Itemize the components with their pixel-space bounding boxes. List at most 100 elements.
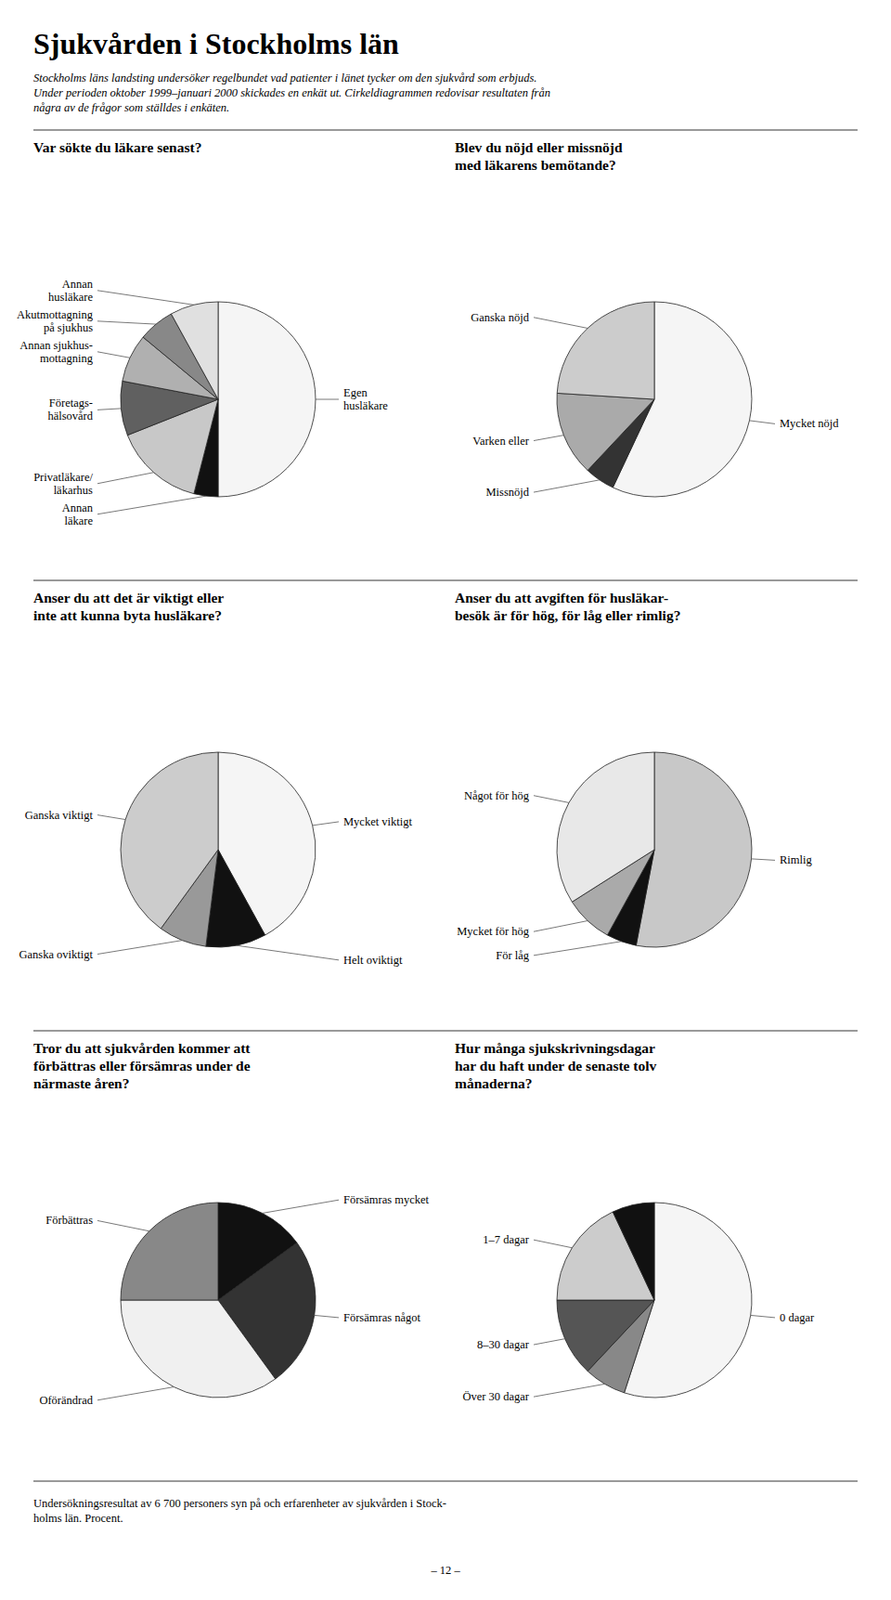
leader-line bbox=[533, 795, 569, 803]
page-title: Sjukvården i Stockholms län bbox=[33, 26, 400, 61]
separator bbox=[33, 580, 858, 582]
slice-label: Missnöjd bbox=[485, 485, 530, 499]
slice-label: Akutmottagningpå sjukhus bbox=[16, 308, 94, 335]
leader-line bbox=[97, 472, 155, 484]
slice-label: 1–7 dagar bbox=[482, 1232, 530, 1246]
leader-line bbox=[533, 1382, 606, 1396]
separator bbox=[33, 1030, 858, 1032]
leader-line bbox=[533, 1239, 572, 1248]
slice bbox=[556, 1299, 655, 1371]
separator bbox=[33, 129, 858, 131]
slice-labels: Egenhusläkare Annanläkare Privatläkare/läk… bbox=[16, 277, 388, 528]
leader-line bbox=[262, 1199, 339, 1213]
slice-label: Mycket viktigt bbox=[343, 814, 413, 828]
leader-line bbox=[533, 435, 564, 441]
slices bbox=[120, 751, 316, 947]
leader-line bbox=[533, 479, 600, 492]
slice-label: Ganska nöjd bbox=[470, 310, 530, 324]
leader-line bbox=[312, 821, 339, 826]
slice-label: Försämras mycket bbox=[343, 1192, 430, 1206]
slice-labels: Mycket nöjd Missnöjd Varken eller Ganska nö… bbox=[470, 310, 840, 499]
slice-labels: Försämras mycket Försämras något Oförändra… bbox=[38, 1192, 429, 1407]
leader-line bbox=[97, 495, 207, 515]
slice bbox=[120, 1299, 276, 1397]
slice-label: Över 30 dagar bbox=[463, 1389, 530, 1403]
slice bbox=[556, 751, 655, 902]
slice-label: Ganska oviktigt bbox=[18, 947, 93, 961]
slice bbox=[120, 751, 219, 929]
slice bbox=[612, 1201, 655, 1300]
page-number: – 12 – bbox=[429, 1562, 461, 1576]
pie-chart: Anser du att avgiften för husläkar-besök… bbox=[454, 589, 813, 962]
slice-label: Annan sjukhus-mottagning bbox=[19, 338, 94, 365]
leader-line bbox=[315, 399, 339, 401]
page: Sjukvården i Stockholms län Stockholms lä… bbox=[0, 0, 891, 1600]
slice-label: Annanläkare bbox=[62, 501, 94, 528]
separator bbox=[33, 1480, 858, 1482]
leader-line bbox=[97, 408, 121, 411]
slice-label: Försämras något bbox=[343, 1310, 421, 1324]
chart-title: Anser du att det är viktigt ellerinte at… bbox=[33, 589, 224, 623]
leader-line bbox=[236, 944, 339, 960]
leader-line bbox=[751, 858, 775, 861]
slice-label: Mycket nöjd bbox=[779, 416, 840, 430]
slices bbox=[556, 301, 752, 497]
leader-line bbox=[533, 1338, 566, 1344]
slice bbox=[170, 301, 219, 400]
chart-title: Anser du att avgiften för husläkar-besök… bbox=[454, 589, 681, 623]
slice-label: Ganska viktigt bbox=[25, 808, 94, 822]
slice-label: Förbättras bbox=[45, 1213, 93, 1227]
slice bbox=[218, 301, 316, 497]
leader-line bbox=[97, 321, 156, 324]
slices bbox=[120, 1201, 316, 1397]
slice-label: För låg bbox=[495, 948, 530, 962]
slice-labels: Mycket viktigt Helt oviktigt Ganska ovikti… bbox=[18, 808, 413, 967]
slice bbox=[120, 1201, 219, 1300]
pie-chart: Var sökte du läkare senast? Egenhusläkare… bbox=[16, 139, 388, 528]
leader-line bbox=[533, 920, 588, 932]
slice-label: Något för hög bbox=[464, 788, 530, 802]
slice-label: 8–30 dagar bbox=[477, 1337, 530, 1351]
pie-chart: Blev du nöjd eller missnöjdmed läkarens … bbox=[454, 139, 840, 499]
slice bbox=[556, 392, 655, 470]
slice-label: Rimlig bbox=[779, 852, 813, 866]
slices bbox=[556, 1201, 752, 1397]
subtitle: Under perioden oktober 1999–januari 2000… bbox=[33, 86, 551, 100]
slice-label: Annanhusläkare bbox=[48, 277, 94, 304]
footer: Undersökningsresultat av 6 700 personers… bbox=[33, 1496, 447, 1524]
leader-line bbox=[97, 1219, 150, 1230]
leader-line bbox=[97, 814, 126, 820]
slice-label: Oförändrad bbox=[38, 1393, 93, 1407]
leader-line bbox=[97, 290, 194, 305]
chart-title: Blev du nöjd eller missnöjdmed läkarens … bbox=[454, 139, 623, 173]
leader-line bbox=[314, 1314, 339, 1318]
slice-label: 0 dagar bbox=[779, 1310, 815, 1324]
pie-chart: Hur många sjukskrivningsdagarhar du haft… bbox=[454, 1039, 815, 1403]
leader-line bbox=[97, 940, 182, 955]
chart-title: Hur många sjukskrivningsdagarhar du haft… bbox=[454, 1039, 658, 1091]
slice-label: Egenhusläkare bbox=[343, 386, 388, 413]
leader-line bbox=[748, 420, 775, 424]
leader-line bbox=[97, 351, 130, 358]
chart-title: Tror du att sjukvården kommer attförbätt… bbox=[33, 1039, 251, 1091]
slice-label: Privatläkare/läkarhus bbox=[33, 470, 93, 497]
leader-line bbox=[750, 1314, 775, 1318]
slice-labels: Rimlig För låg Mycket för hög Något för hög bbox=[456, 788, 813, 962]
slices bbox=[120, 301, 316, 497]
pie-chart: Anser du att det är viktigt ellerinte at… bbox=[18, 589, 413, 967]
slice-label: Varken eller bbox=[472, 434, 530, 448]
background bbox=[0, 0, 891, 1600]
slice-label: Mycket för hög bbox=[456, 924, 530, 938]
slice-labels: 0 dagar Över 30 dagar 8–30 dagar 1–7 dagar bbox=[463, 1232, 815, 1403]
chart-title: Var sökte du läkare senast? bbox=[33, 139, 202, 155]
subtitle: Stockholms läns landsting undersöker reg… bbox=[33, 71, 537, 85]
slice-label: Företags-hälsovård bbox=[47, 396, 93, 423]
leader-line bbox=[97, 1386, 174, 1400]
slice-label: Helt oviktigt bbox=[343, 953, 403, 967]
subtitle: några av de frågor som ställdes i enkäte… bbox=[33, 101, 230, 115]
leader-line bbox=[533, 317, 588, 329]
slices bbox=[556, 751, 752, 947]
slice bbox=[556, 301, 655, 400]
pie-chart: Tror du att sjukvården kommer attförbätt… bbox=[33, 1039, 430, 1407]
leader-line bbox=[533, 941, 621, 956]
